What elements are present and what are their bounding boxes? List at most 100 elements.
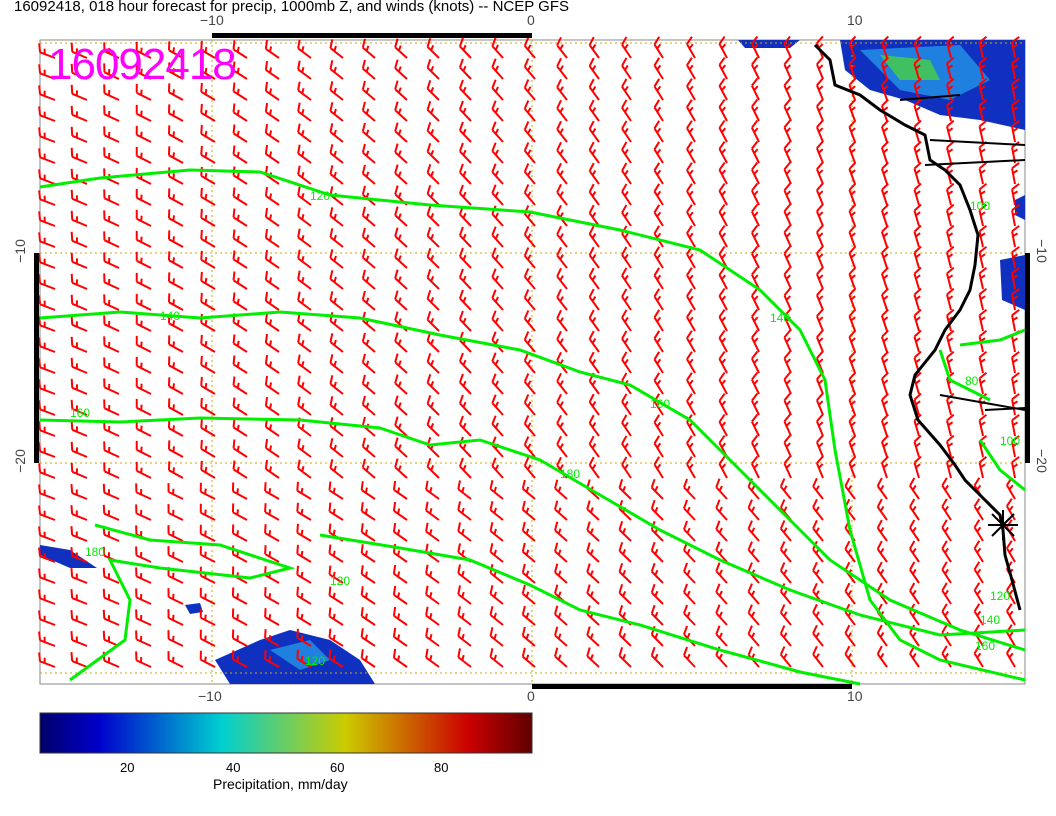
- wind-barb: [167, 525, 184, 542]
- wind-barb: [70, 526, 88, 542]
- wind-barb: [588, 246, 600, 269]
- wind-barb: [360, 502, 376, 521]
- wind-barb: [880, 413, 889, 437]
- wind-barb: [394, 80, 408, 101]
- wind-barb: [683, 646, 696, 668]
- wind-barb: [135, 41, 152, 59]
- wind-barb: [880, 329, 889, 353]
- wind-barb: [978, 245, 988, 269]
- wind-barb: [686, 330, 696, 353]
- wind-barb: [556, 435, 568, 458]
- wind-barb: [491, 310, 504, 332]
- wind-barb: [394, 395, 408, 416]
- wind-barb: [946, 119, 955, 143]
- contour-label: 140: [980, 613, 1000, 627]
- wind-barb: [489, 648, 504, 668]
- wind-barb: [38, 526, 56, 542]
- wind-barb: [751, 329, 760, 353]
- wind-barb: [264, 587, 280, 605]
- wind-barb: [392, 522, 408, 542]
- wind-barb: [650, 604, 664, 626]
- figure-title: 16092418, 018 hour forecast for precip, …: [14, 0, 569, 15]
- wind-barb: [38, 463, 56, 479]
- wind-barb: [489, 522, 504, 542]
- wind-barb: [523, 79, 536, 101]
- wind-barb: [360, 649, 376, 668]
- wind-barb: [621, 162, 632, 185]
- wind-barb: [880, 308, 889, 332]
- wind-barb: [718, 36, 728, 59]
- wind-barb: [458, 310, 472, 332]
- wind-barb: [556, 57, 568, 80]
- wind-barb: [38, 148, 56, 164]
- wind-barb: [844, 645, 856, 668]
- wind-barb: [978, 56, 988, 80]
- wind-barb: [751, 245, 760, 269]
- wind-barb: [1011, 372, 1020, 395]
- wind-barb: [232, 103, 248, 122]
- wind-barb: [653, 435, 664, 458]
- wind-barb: [200, 418, 216, 437]
- wind-barb: [848, 308, 857, 332]
- wind-barb: [848, 413, 857, 437]
- wind-barb: [816, 350, 824, 374]
- wind-barb: [102, 483, 120, 500]
- wind-barb: [329, 81, 344, 101]
- wind-barb: [200, 124, 216, 143]
- wind-barb: [135, 104, 152, 122]
- wind-barb: [880, 182, 889, 206]
- wind-barb: [360, 565, 376, 584]
- wind-barb: [135, 504, 152, 521]
- wind-barb: [588, 351, 600, 374]
- wind-barb: [941, 582, 952, 605]
- wind-barb: [70, 252, 88, 269]
- wind-barb: [135, 567, 152, 584]
- wind-barb: [329, 459, 344, 479]
- wind-barb: [491, 457, 504, 479]
- wind-barb: [588, 393, 600, 416]
- wind-barb: [489, 585, 504, 605]
- wind-barb: [457, 480, 472, 500]
- wind-barb: [38, 400, 56, 416]
- wind-barb: [264, 375, 280, 395]
- wind-barb: [523, 373, 536, 395]
- wind-barb: [751, 56, 760, 80]
- wind-barb: [361, 38, 376, 59]
- wind-barb: [38, 337, 56, 353]
- wind-barb: [909, 582, 920, 605]
- wind-barb: [489, 501, 504, 521]
- wind-barb: [913, 308, 922, 332]
- wind-barb: [458, 226, 472, 248]
- wind-barb: [38, 64, 56, 80]
- wind-barb: [457, 627, 472, 647]
- wind-barb: [296, 649, 312, 668]
- wind-barb: [264, 354, 280, 374]
- wind-barb: [135, 293, 152, 311]
- wind-barb: [747, 541, 760, 563]
- wind-barb: [392, 606, 408, 626]
- wind-barb: [38, 568, 56, 584]
- wind-barb: [1011, 288, 1020, 311]
- wind-barb: [621, 246, 632, 269]
- wind-barb: [653, 183, 664, 206]
- wind-barb: [523, 184, 536, 206]
- wind-barb: [103, 42, 120, 59]
- wind-barb: [264, 123, 280, 143]
- wind-barb: [876, 519, 888, 542]
- wind-barb: [102, 504, 120, 521]
- wind-barb: [361, 143, 376, 164]
- wind-barb: [297, 459, 312, 479]
- wind-barb: [880, 245, 889, 269]
- wind-barb: [264, 102, 280, 122]
- wind-barb: [683, 604, 696, 626]
- wind-barb: [686, 309, 696, 332]
- wind-barb: [588, 309, 600, 332]
- wind-barb: [103, 336, 120, 353]
- wind-barb: [1011, 246, 1020, 269]
- wind-barb: [715, 478, 728, 500]
- wind-barb: [329, 207, 344, 227]
- wind-barb: [458, 247, 472, 269]
- wind-barb: [361, 164, 376, 185]
- wind-barb: [588, 414, 600, 437]
